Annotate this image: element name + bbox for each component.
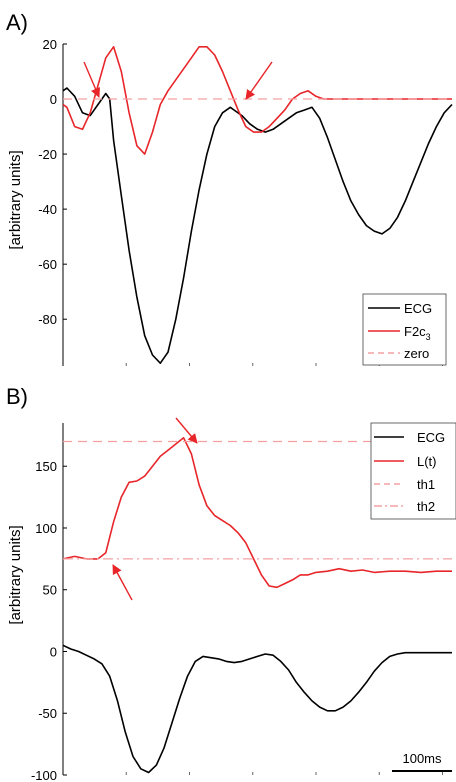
panel-b-series xyxy=(62,436,452,774)
panel-b: B) [arbitrary units] 150 100 50 0 -50 -100 EC… xyxy=(6,384,456,782)
y-tick-label: 0 xyxy=(50,92,57,107)
y-tick-label: -20 xyxy=(38,147,57,162)
panel-b-ylabel: [arbitrary units] xyxy=(7,525,24,624)
y-tick-label: -50 xyxy=(38,706,57,721)
legend-item-f2c3: F2c3 xyxy=(404,324,431,342)
panel-b-y-ticks: 150 100 50 0 -50 -100 xyxy=(31,459,67,782)
panel-b-label: B) xyxy=(6,384,28,409)
panel-a-arrows xyxy=(83,61,273,100)
y-tick-label: 0 xyxy=(50,644,57,659)
legend-item-ecg: ECG xyxy=(404,301,432,316)
panel-a-y-ticks: 20 0 -20 -40 -60 -80 xyxy=(38,37,67,327)
y-tick-label: 50 xyxy=(43,583,57,598)
panel-a-series xyxy=(62,45,453,365)
y-tick-label: 100 xyxy=(35,521,57,536)
scale-bar-label: 100ms xyxy=(402,751,442,766)
panel-a-legend: ECG F2c3 zero xyxy=(362,293,447,366)
series-line-ecg xyxy=(62,644,452,774)
panel-a: A) [arbitrary units] 20 0 -20 -40 -60 -80 ECG… xyxy=(6,10,453,366)
y-tick-label: -40 xyxy=(38,202,57,217)
y-tick-label: -100 xyxy=(31,768,57,782)
panel-b-legend: ECG L(t) th1 th2 xyxy=(370,422,456,520)
legend-item-lt: L(t) xyxy=(417,454,437,469)
legend-box xyxy=(370,422,456,520)
series-line-l-t- xyxy=(62,436,452,589)
arrow-annotation xyxy=(175,417,198,444)
legend-item-th2: th2 xyxy=(417,499,435,514)
panel-a-ylabel: [arbitrary units] xyxy=(7,150,24,249)
arrow-annotation xyxy=(245,61,273,100)
legend-item-th1: th1 xyxy=(417,477,435,492)
y-tick-label: -60 xyxy=(38,257,57,272)
legend-box xyxy=(362,293,447,366)
panel-b-x-ticks xyxy=(62,772,444,775)
legend-item-ecg: ECG xyxy=(417,430,445,445)
series-line-f2c3 xyxy=(62,45,452,155)
series-line-ecg xyxy=(62,87,453,365)
legend-item-zero: zero xyxy=(404,346,429,361)
panel-a-label: A) xyxy=(6,10,28,35)
y-tick-label: 150 xyxy=(35,459,57,474)
scale-bar: 100ms xyxy=(392,751,452,772)
y-tick-label: -80 xyxy=(38,312,57,327)
y-tick-label: 20 xyxy=(43,37,57,52)
panel-b-arrows xyxy=(112,417,198,601)
arrow-annotation xyxy=(83,61,101,98)
arrow-annotation xyxy=(112,564,133,601)
